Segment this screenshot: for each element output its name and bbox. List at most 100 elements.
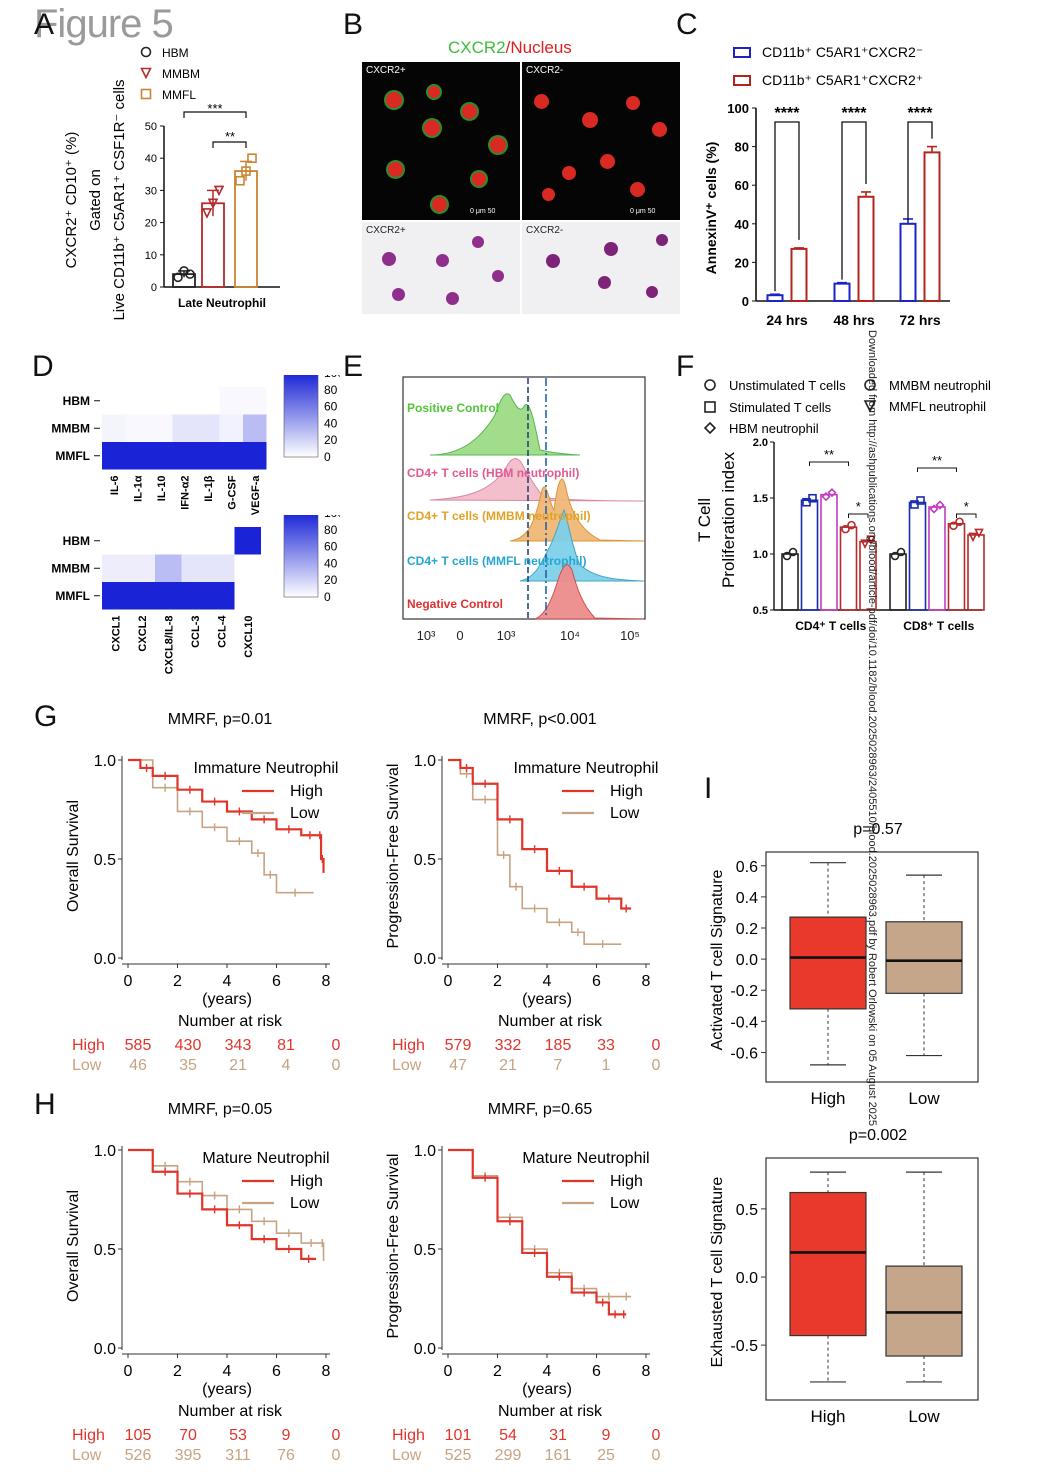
bar [781,553,799,611]
y-tick-label: -0.2 [730,983,758,1000]
risk-count: 70 [179,1427,197,1444]
cell [428,86,440,98]
bar [967,534,985,611]
y-axis-label: Gated on [87,169,104,231]
color-scale-tick: 20 [324,433,338,447]
legend-marker [140,67,152,80]
micro-label: CXCR2- [526,65,564,76]
scale-bar-label: 0 μm 50 [470,208,496,215]
y-axis-label: Overall Survival [65,1190,82,1302]
bar [766,294,784,302]
survival-curve [128,759,314,894]
panel-c-bar-chart: AnnexinV⁺ cells (%) 0 20 40 60 80 100 24 hrs ***… [703,44,950,328]
y-tick-label: 20 [735,255,749,270]
heatmap-cell [102,582,129,610]
x-tick-label: 6 [272,973,281,990]
panel-letter-f: F [676,350,695,383]
y-tick-label: 0.0 [414,1341,436,1358]
cell [652,122,667,137]
data-point [782,551,792,561]
heatmap-cell [155,527,182,555]
legend-marker [140,46,152,58]
data-point [173,272,183,283]
legend-label: Unstimulated T cells [729,378,846,393]
heatmap-row-label: MMFL [55,589,90,603]
cell [546,254,560,268]
data-point [235,175,245,186]
data-point [185,269,195,279]
mmbm-peak [509,478,645,542]
heatmap-col-label: CCL-4 [216,615,228,648]
y-tick-label: 40 [735,217,749,232]
significance-label: ** [932,453,942,468]
cell [472,172,486,186]
micro-fluor-cxcr2-pos: CXCR2+ 0 μm 50 [362,62,520,220]
risk-count: 0 [652,1037,661,1054]
heatmap-cell [128,582,155,610]
risk-count: 53 [229,1427,247,1444]
heatmap-row-label: HBM [63,394,90,408]
significance-bracket [907,121,933,220]
positive-control-peak [429,393,581,456]
cell [432,197,447,212]
risk-count: 25 [597,1447,615,1464]
cell [388,162,403,177]
color-scale-bar [283,515,319,598]
significance-bracket [956,513,977,518]
heatmap-row-label: HBM [63,534,90,548]
risk-count: 54 [499,1427,517,1444]
risk-count: 185 [545,1037,572,1054]
download-watermark: Downloaded from http://ashpublications.o… [866,330,878,1127]
risk-count: 81 [277,1037,295,1054]
y-tick-label: 2.0 [753,437,768,449]
heatmap-col-label: IL-10 [156,476,168,502]
x-tick-label: 2 [493,1363,502,1380]
panel-a-bar-chart: CXCR2⁺ CD10⁺ (%) Gated on Live CD11b⁺ C5AR… [63,46,280,321]
risk-count: 525 [445,1447,472,1464]
y-tick-label: 100 [727,101,749,116]
panel-letter-h: H [34,1088,56,1121]
risk-count: 430 [175,1037,202,1054]
y-tick-label: -0.6 [730,1045,758,1062]
risk-row-label: High [72,1427,105,1444]
color-scale-tick: 40 [324,556,338,570]
cell [472,236,484,248]
significance-label: ** [824,447,834,462]
heatmap-cell [234,582,261,610]
y-tick-label: 1.0 [94,1143,116,1160]
x-tick-label: 48 hrs [833,312,874,328]
color-scale-tick: 20 [324,573,338,587]
x-axis-label: (years) [202,991,252,1008]
y-axis-label: T Cell [696,498,714,542]
legend-swatch [733,75,751,86]
color-scale-tick: 60 [324,540,338,554]
significance-label: * [856,499,861,514]
x-tick-label: CD8⁺ T cells [903,619,974,633]
panel-d-top-heatmap: HBM MMBM MMFL IL-6 IL-1α IL-10 IFN-α2 IL-1β G-CS… [51,375,340,515]
heatmap-row-label: MMBM [51,421,90,435]
x-tick-label: 2 [173,1363,182,1380]
risk-count: 579 [445,1037,472,1054]
significance-label: *** [207,101,222,116]
risk-count: 105 [125,1427,152,1444]
cell [490,137,506,153]
heatmap-col-label: CXCL8/IL-8 [163,616,175,675]
x-axis-label: (years) [522,991,572,1008]
y-tick-label: 0 [151,282,157,294]
heatmap-cell [196,414,220,442]
legend-label: High [610,783,643,800]
heatmap-col-label: CXCL1 [110,616,122,652]
heatmap-col-label: IL-1α [132,475,144,502]
y-tick-label: 0.5 [736,1202,758,1219]
legend-label: Stimulated T cells [729,400,832,415]
km-subtitle: Mature Neutrophil [522,1150,649,1167]
panel-letter-e: E [343,350,364,383]
y-axis-label: Progression-Free Survival [385,764,402,949]
micro-label: CXCR2+ [366,225,406,236]
cell [436,254,449,267]
heatmap-col-label: IFN-α2 [179,476,191,510]
panel-letter-i: I [704,772,713,805]
micro-stain-cxcr2-neg: CXCR2- [522,222,680,314]
color-scale-tick: 100 [324,375,340,380]
legend-label: MMBM neutrophil [889,378,991,393]
